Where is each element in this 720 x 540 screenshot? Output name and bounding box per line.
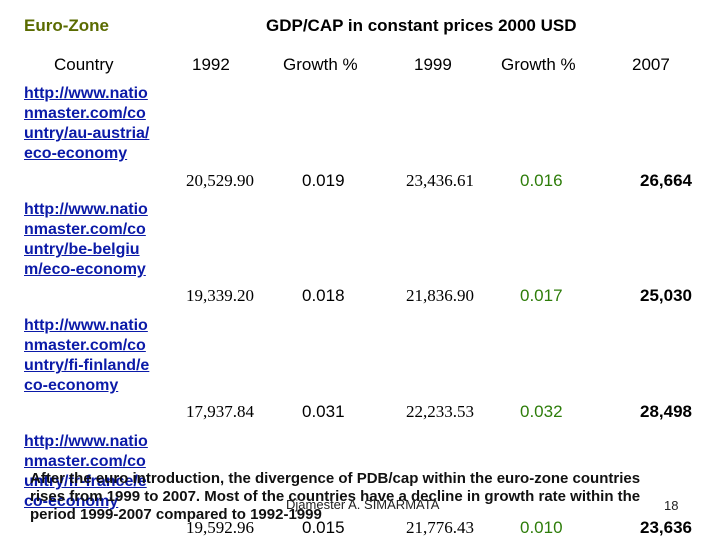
value-1992-belgium: 19,339.20 [186,286,254,305]
growth-1-austria: 0.019 [302,171,345,190]
column-header-1992: 1992 [192,55,230,74]
column-header-country: Country [54,55,114,74]
column-header-growth-1: Growth % [283,55,358,74]
value-1999-austria: 23,436.61 [406,171,474,190]
author-name: Djamester A. SIMARMATA [286,497,440,512]
euro-zone-label: Euro-Zone [24,16,109,35]
growth-1-belgium: 0.018 [302,286,345,305]
growth-2-france: 0.010 [520,518,563,537]
column-header-growth-2: Growth % [501,55,576,74]
value-1999-belgium: 21,836.90 [406,286,474,305]
value-2007-finland: 28,498 [640,402,692,421]
value-1999-france: 21,776.43 [406,518,474,537]
country-link-finland[interactable]: http://www.nationmaster.com/country/fi-f… [24,317,150,394]
growth-2-belgium: 0.017 [520,286,563,305]
growth-1-france: 0.015 [302,518,345,537]
growth-1-finland: 0.031 [302,402,345,421]
page-number: 18 [664,498,679,513]
growth-2-austria: 0.016 [520,171,563,190]
country-link-france[interactable]: http://www.nationmaster.com/country/fr-f… [24,433,148,510]
value-1992-france: 19,592.96 [186,518,254,537]
column-header-1999: 1999 [414,55,452,74]
value-1999-finland: 22,233.53 [406,402,474,421]
column-header-2007: 2007 [632,55,670,74]
value-1992-finland: 17,937.84 [186,402,254,421]
value-2007-france: 23,636 [640,518,692,537]
slide-note: After the euro introduction, the diverge… [30,470,641,523]
value-2007-belgium: 25,030 [640,286,692,305]
country-link-austria[interactable]: http://www.nationmaster.com/country/au-a… [24,85,150,162]
growth-2-finland: 0.032 [520,402,563,421]
country-link-belgium[interactable]: http://www.nationmaster.com/country/be-b… [24,201,148,278]
table-title: GDP/CAP in constant prices 2000 USD [266,16,577,35]
value-1992-austria: 20,529.90 [186,171,254,190]
value-2007-austria: 26,664 [640,171,692,190]
